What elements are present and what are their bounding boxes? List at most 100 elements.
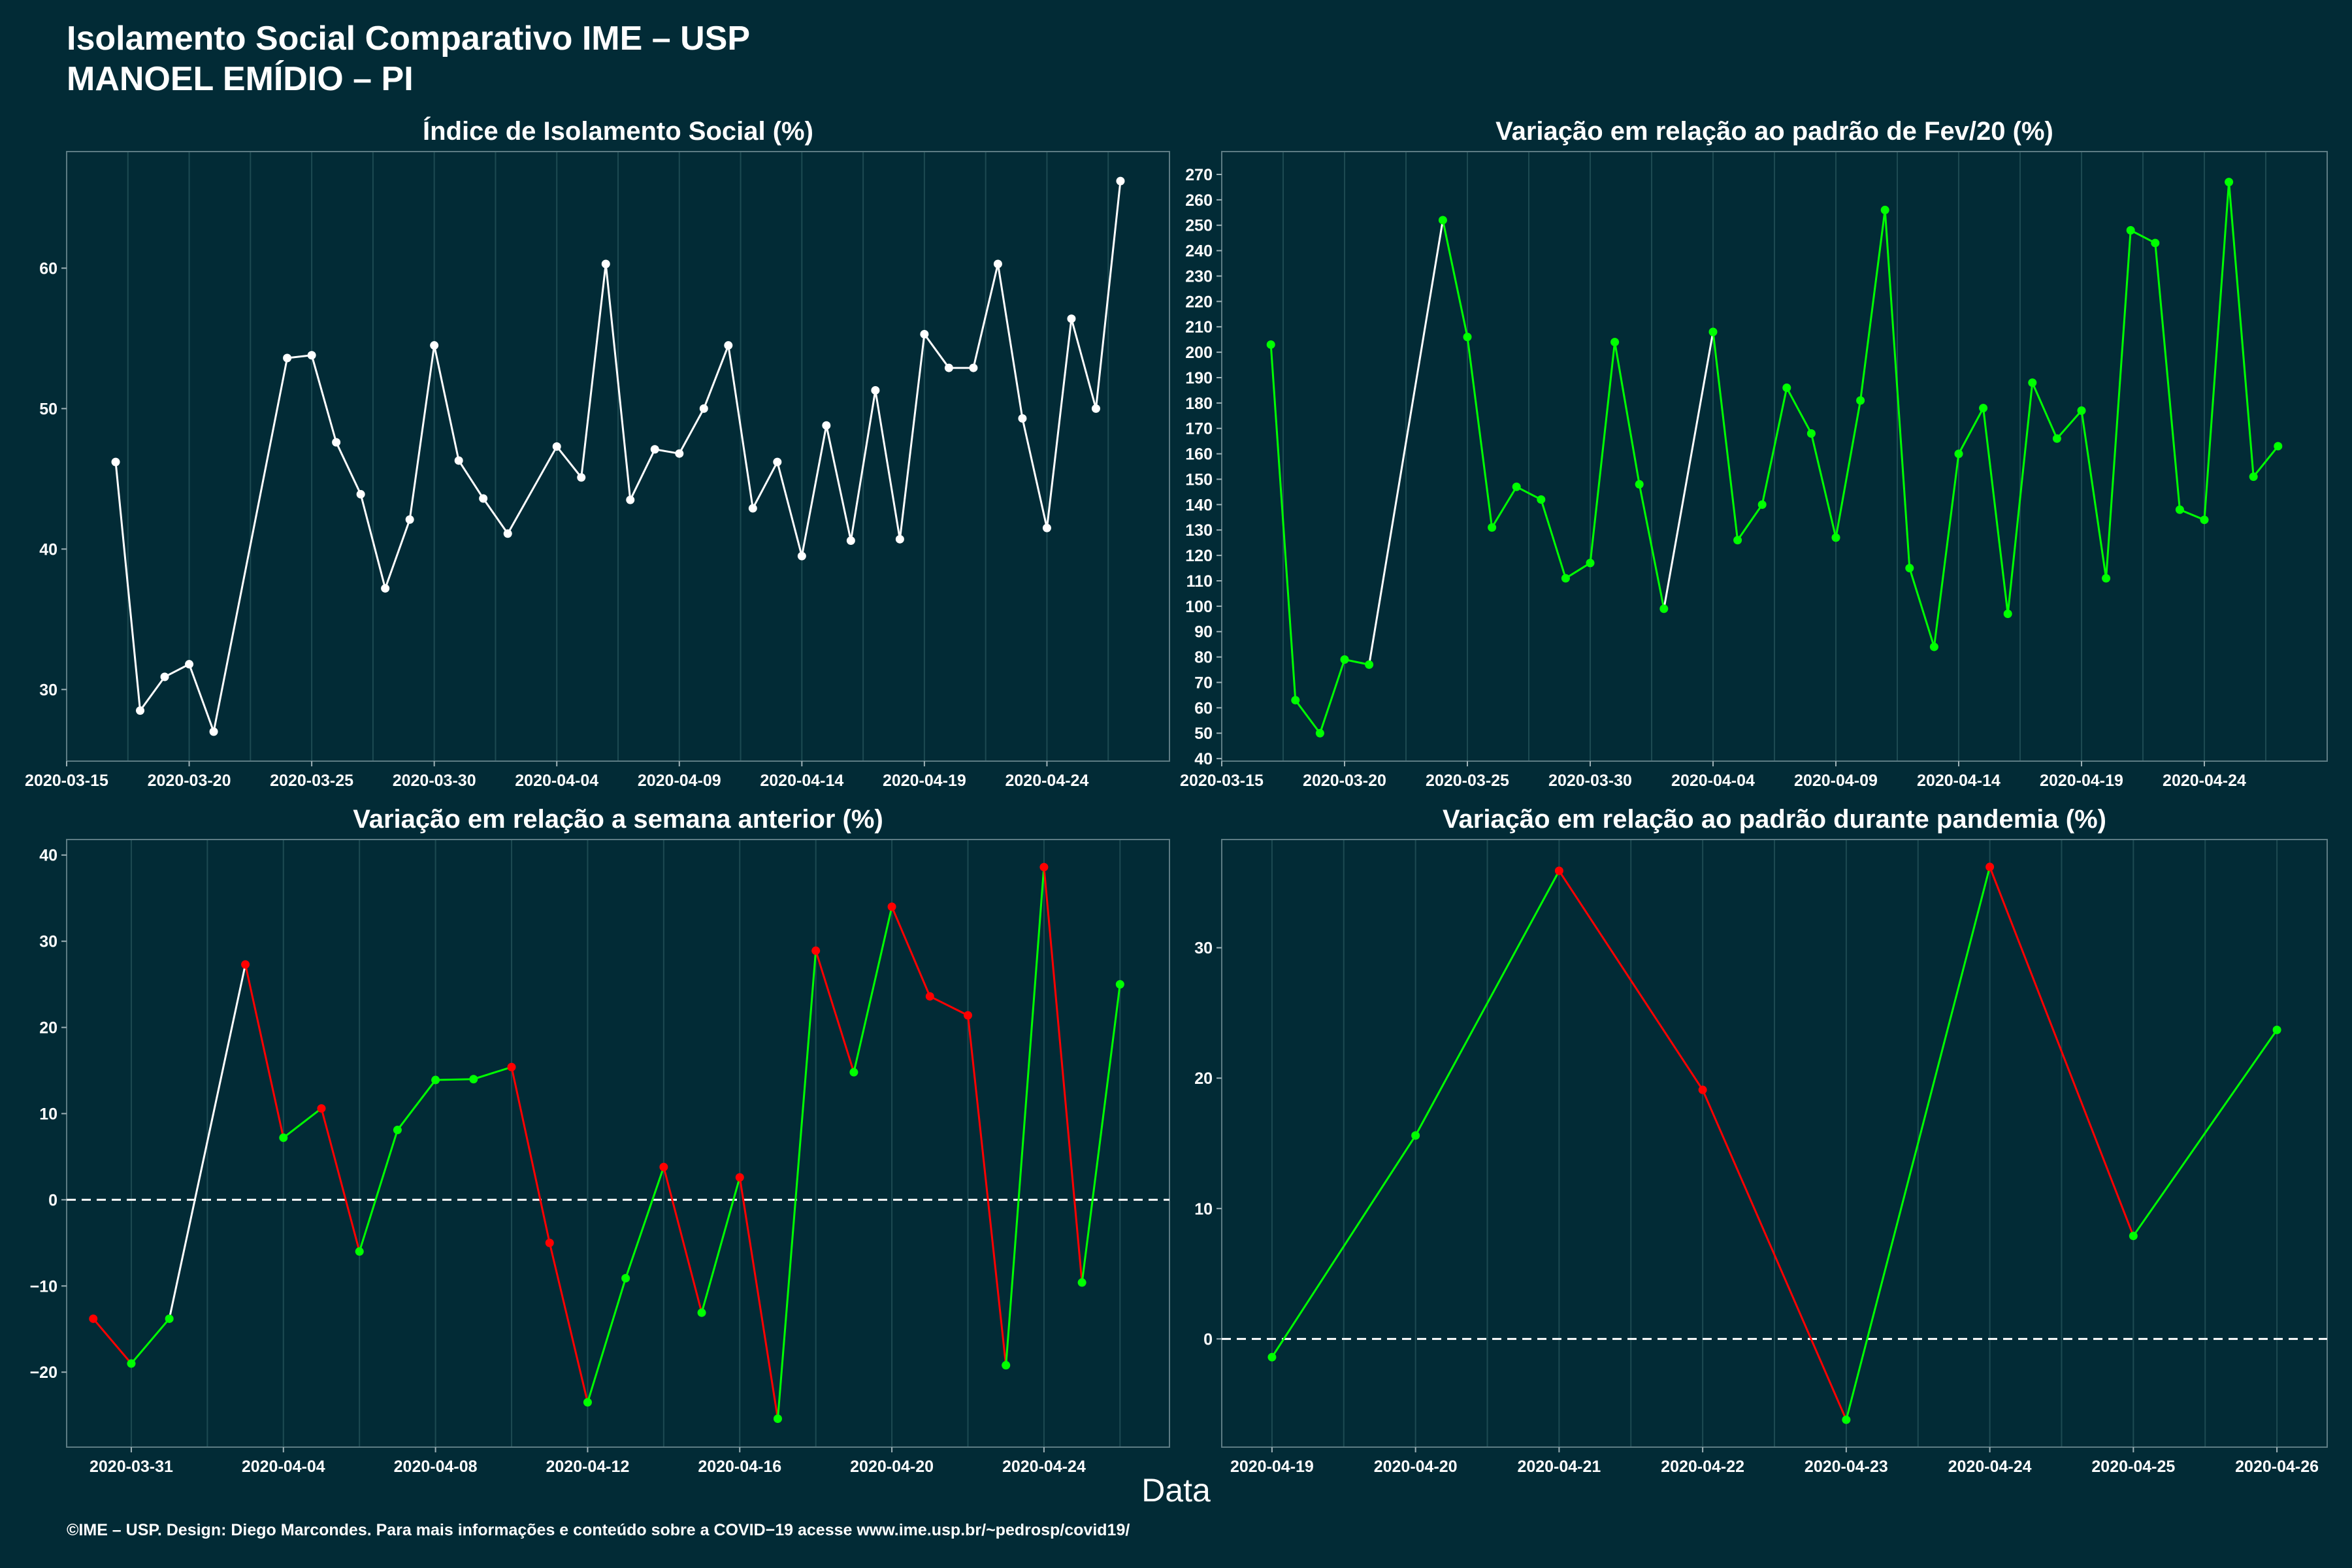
x-tick-label: 2020-04-08 — [394, 1458, 478, 1476]
y-tick-label: 120 — [1185, 547, 1213, 565]
data-point — [355, 1247, 364, 1256]
x-tick-label: 2020-04-22 — [1661, 1458, 1744, 1476]
y-tick-label: 100 — [1185, 598, 1213, 616]
series-line-segment — [967, 1015, 1007, 1365]
data-point — [1266, 340, 1275, 349]
data-point — [469, 1075, 478, 1084]
series-line-segment — [2132, 1029, 2278, 1237]
series-line-segment — [335, 442, 362, 495]
panel-variation-previous-week: Variação em relação a semana anterior (%… — [30, 805, 1170, 1476]
data-point — [621, 1273, 630, 1282]
x-tick-label: 2020-04-23 — [1805, 1458, 1888, 1476]
data-point — [185, 660, 194, 669]
x-tick-label: 2020-04-19 — [883, 772, 966, 790]
x-tick-label: 2020-03-31 — [90, 1458, 173, 1476]
y-tick-label: 60 — [39, 259, 57, 278]
series-line-segment — [2179, 508, 2205, 521]
data-point — [748, 504, 757, 513]
series-line-segment — [320, 1108, 361, 1252]
data-point — [1116, 176, 1125, 186]
series-line-segment — [1933, 453, 1960, 647]
series-line-segment — [510, 1066, 551, 1243]
data-point — [735, 1173, 744, 1182]
data-point — [1411, 1131, 1420, 1140]
data-point — [1733, 536, 1742, 545]
x-tick-label: 2020-04-24 — [1948, 1458, 2032, 1476]
y-tick-label: 110 — [1186, 572, 1213, 591]
series-line-segment — [2080, 410, 2108, 579]
series-line-segment — [506, 446, 558, 534]
series-line-segment — [473, 1066, 512, 1081]
data-point — [89, 1314, 98, 1323]
data-point — [811, 946, 821, 955]
series-line-segment — [849, 390, 877, 541]
data-point — [925, 992, 934, 1001]
series-line-segment — [580, 263, 607, 478]
data-point — [964, 1011, 973, 1020]
x-tick-label: 2020-04-24 — [1002, 1458, 1086, 1476]
series-line-segment — [1043, 867, 1083, 1283]
series-line-segment — [114, 461, 142, 711]
data-point — [405, 515, 414, 524]
series-line-segment — [700, 1177, 741, 1313]
series-line-segment — [2154, 242, 2181, 510]
data-point — [2129, 1232, 2138, 1241]
series-line-segment — [662, 1166, 703, 1313]
data-point — [160, 672, 169, 681]
series-line-segment — [1271, 1135, 1416, 1358]
series-line-segment — [776, 461, 803, 557]
data-point — [1561, 574, 1570, 583]
x-tick-label: 2020-04-19 — [1230, 1458, 1314, 1476]
y-tick-label: 40 — [1194, 750, 1213, 768]
y-tick-label: 90 — [1194, 623, 1213, 642]
series-line-segment — [1045, 318, 1073, 529]
y-tick-label: −10 — [30, 1277, 57, 1296]
data-point — [1002, 1361, 1011, 1370]
series-line-segment — [1466, 336, 1494, 528]
data-point — [136, 706, 145, 715]
data-point — [1039, 862, 1049, 872]
series-line-segment — [457, 460, 484, 499]
data-point — [1831, 533, 1840, 542]
x-tick-label: 2020-03-30 — [1548, 772, 1632, 790]
x-tick-label: 2020-03-25 — [1426, 772, 1509, 790]
data-point — [2200, 515, 2209, 525]
panel-title: Variação em relação ao padrão durante pa… — [1443, 805, 2106, 834]
series-line-segment — [408, 345, 436, 520]
series-line-segment — [2253, 446, 2279, 478]
series-line-segment — [2228, 182, 2255, 477]
data-point — [822, 421, 831, 430]
data-point — [127, 1359, 136, 1368]
series-line-segment — [1859, 210, 1886, 401]
main-title-line2: MANOEL EMÍDIO – PI — [67, 60, 414, 98]
data-point — [659, 1162, 668, 1171]
series-line-segment — [1565, 562, 1591, 580]
data-point — [1954, 449, 1963, 459]
data-point — [1856, 396, 1865, 405]
data-point — [283, 353, 292, 363]
data-point — [241, 960, 250, 969]
series-line-segment — [1269, 344, 1297, 700]
x-tick-label: 2020-03-15 — [25, 772, 108, 790]
data-point — [724, 341, 733, 350]
data-point — [583, 1397, 592, 1407]
data-point — [1438, 216, 1447, 225]
y-tick-label: 240 — [1185, 242, 1213, 261]
data-point — [1315, 728, 1324, 738]
data-point — [431, 1075, 440, 1085]
x-axis-label: Data — [1141, 1472, 1211, 1509]
series-line-segment — [972, 263, 999, 368]
y-tick-label: 50 — [39, 400, 57, 418]
series-line-segment — [702, 345, 730, 409]
series-line-segment — [282, 1107, 322, 1139]
panel-isolation-index: Índice de Isolamento Social (%) 2020-03-1… — [25, 116, 1170, 790]
series-line-segment — [244, 964, 285, 1138]
series-line-segment — [358, 1130, 399, 1252]
y-tick-label: 260 — [1185, 191, 1213, 210]
data-point — [969, 363, 978, 372]
data-point — [1842, 1415, 1851, 1424]
data-point — [430, 341, 439, 350]
series-line-segment — [433, 345, 460, 461]
x-tick-label: 2020-04-09 — [1794, 772, 1878, 790]
data-point — [1610, 338, 1620, 347]
